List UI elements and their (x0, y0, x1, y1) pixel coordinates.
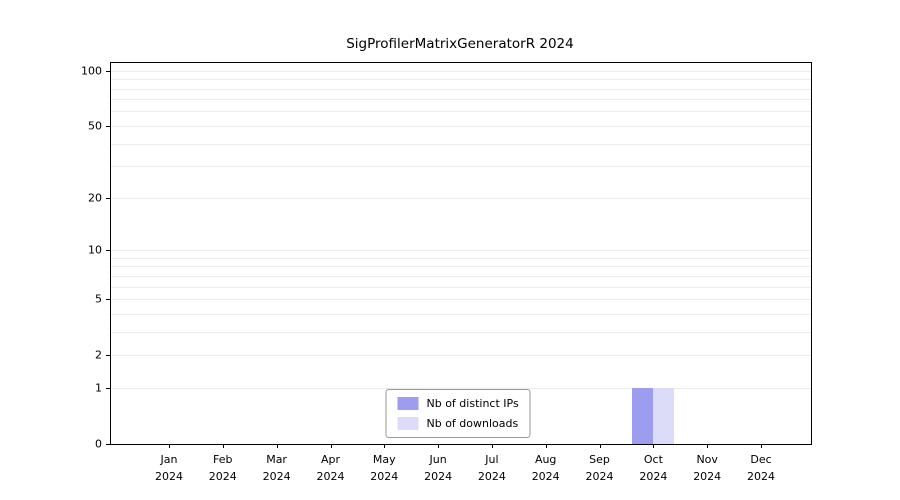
bar-downloads (653, 387, 675, 444)
gridline (111, 197, 811, 199)
legend-item-downloads: Nb of downloads (397, 417, 518, 430)
gridline (111, 286, 811, 288)
gridline (111, 355, 811, 357)
gridline (111, 166, 811, 168)
legend-swatch-distinct-ips (397, 397, 419, 410)
x-tick-label: Jul 2024 (477, 453, 506, 483)
bar-distinct-ips (632, 387, 654, 444)
y-tick-label: 20 (88, 191, 102, 205)
gridline (111, 266, 811, 268)
x-tick-mark (330, 444, 332, 448)
x-tick-label: Jan 2024 (155, 453, 183, 483)
x-tick-mark (761, 444, 762, 448)
x-tick-mark (653, 444, 655, 448)
y-tick-mark (106, 250, 110, 251)
x-tick-mark (222, 444, 224, 448)
y-tick-label: 50 (88, 119, 102, 133)
y-tick-label: 5 (95, 292, 102, 306)
x-tick-label: Sep 2024 (585, 453, 614, 483)
gridline (111, 299, 811, 300)
x-tick-mark (276, 444, 278, 448)
y-tick-mark (106, 444, 110, 445)
y-tick-mark (106, 299, 110, 300)
x-tick-mark (169, 444, 170, 448)
x-tick-label: Dec 2024 (747, 453, 775, 483)
x-tick-label: Mar 2024 (262, 453, 291, 483)
legend-label-distinct-ips: Nb of distinct IPs (426, 397, 519, 410)
x-tick-label: Feb 2024 (208, 453, 237, 483)
gridline (111, 125, 811, 127)
x-tick-label: May 2024 (370, 453, 399, 483)
gridline (111, 257, 811, 259)
x-tick-label: Apr 2024 (316, 453, 345, 483)
legend-label-downloads: Nb of downloads (426, 417, 519, 430)
x-tick-mark (491, 444, 493, 448)
plot-area: 0 1 2 5 10 20 50 100 Jan 2024 Feb 2024 Mar 2024 Ap… (81, 62, 812, 483)
gridline (111, 99, 811, 101)
x-tick-label: Oct 2024 (639, 453, 668, 483)
y-tick-mark (106, 70, 110, 72)
gridline (111, 250, 811, 251)
y-tick-label: 0 (95, 437, 102, 451)
gridline (111, 387, 811, 389)
y-tick-mark (106, 355, 110, 357)
gridline (111, 275, 811, 277)
chart-title: SigProfilerMatrixGeneratorR 2024 (346, 36, 574, 52)
gridline (111, 79, 811, 81)
x-tick-label: Nov 2024 (693, 453, 722, 483)
y-tick-mark (106, 125, 110, 127)
gridline (111, 331, 811, 333)
x-tick-label: Aug 2024 (531, 453, 560, 483)
y-tick-label: 1 (95, 381, 102, 395)
gridline (111, 313, 811, 315)
x-tick-mark (384, 444, 386, 448)
gridline (111, 111, 811, 113)
y-tick-mark (106, 197, 110, 199)
legend-item-distinct-ips: Nb of distinct IPs (397, 397, 519, 410)
gridline (111, 88, 811, 90)
legend-swatch-downloads (397, 417, 419, 430)
x-tick-mark (545, 444, 547, 448)
x-tick-label: Jun 2024 (424, 453, 453, 483)
gridline (111, 70, 811, 72)
y-tick-label: 2 (95, 348, 102, 362)
y-tick-label: 10 (88, 243, 102, 257)
x-tick-mark (707, 444, 709, 448)
legend: Nb of distinct IPs Nb of downloads (385, 389, 531, 438)
x-tick-mark (599, 444, 601, 448)
y-tick-mark (106, 387, 110, 389)
x-tick-mark (438, 444, 440, 448)
gridline (111, 143, 811, 145)
y-tick-label: 100 (81, 64, 102, 78)
